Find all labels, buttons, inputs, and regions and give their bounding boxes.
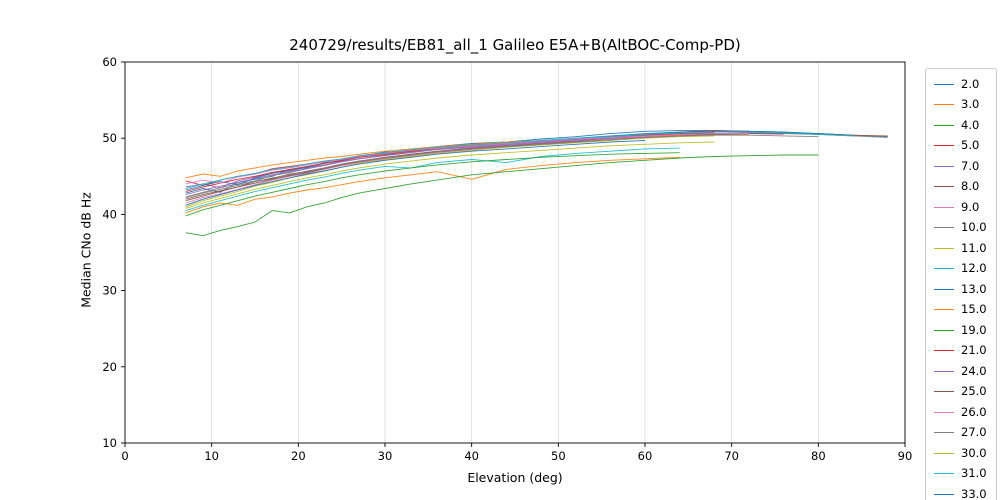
- legend-item: 21.0: [934, 341, 988, 362]
- x-tick-label: 30: [378, 449, 393, 463]
- legend-item: 5.0: [934, 136, 988, 157]
- legend-line-swatch: [934, 452, 954, 454]
- legend-label: 15.0: [961, 302, 987, 316]
- legend-item: 4.0: [934, 115, 988, 136]
- legend-item: 9.0: [934, 197, 988, 218]
- legend-label: 9.0: [961, 199, 980, 214]
- legend-line-swatch: [934, 247, 954, 249]
- x-tick-label: 70: [724, 449, 739, 463]
- legend-label: 12.0: [961, 261, 987, 275]
- x-tick-label: 80: [811, 449, 826, 463]
- legend-line-swatch: [934, 288, 954, 290]
- series-line-27.0: [185, 134, 819, 199]
- series-line-26.0: [185, 133, 749, 185]
- legend-line-swatch: [934, 104, 954, 106]
- legend-item: 15.0: [934, 300, 988, 321]
- legend-label: 27.0: [961, 425, 987, 439]
- y-tick-label: 50: [102, 131, 117, 145]
- legend-line-swatch: [934, 309, 954, 311]
- legend-item: 11.0: [934, 238, 988, 259]
- legend-item: 8.0: [934, 177, 988, 198]
- y-tick-label: 40: [102, 207, 117, 221]
- legend-item: 13.0: [934, 279, 988, 300]
- legend-item: 2.0: [934, 74, 988, 95]
- legend-line-swatch: [934, 83, 954, 85]
- legend-line-swatch: [934, 206, 954, 208]
- legend-label: 3.0: [961, 97, 980, 111]
- series-line-30.0: [185, 141, 715, 209]
- legend-label: 25.0: [961, 384, 987, 398]
- legend-label: 4.0: [961, 117, 980, 132]
- legend-line-swatch: [934, 165, 954, 167]
- series-line-11.0: [185, 135, 715, 208]
- legend-line-swatch: [934, 186, 954, 188]
- x-tick-label: 20: [291, 449, 306, 463]
- series-line-4.0: [185, 154, 819, 237]
- series-line-12.0: [185, 147, 680, 212]
- series-line-31.0: [185, 131, 854, 189]
- chart-title: 240729/results/EB81_all_1 Galileo E5A+B(…: [289, 36, 741, 54]
- legend-item: 10.0: [934, 218, 988, 239]
- legend-label: 13.0: [961, 281, 987, 296]
- legend-line-swatch: [934, 145, 954, 147]
- series-line-21.0: [185, 132, 715, 192]
- legend-item: 3.0: [934, 95, 988, 116]
- series-line-3.0: [185, 156, 680, 214]
- legend-line-swatch: [934, 227, 954, 229]
- legend-label: 5.0: [961, 138, 980, 152]
- legend-line-swatch: [934, 411, 954, 413]
- legend: 2.0 3.0 4.0 5.0 7.0 8.0 9.0 10.0 11.0 12.0 13.0 15.…: [925, 68, 997, 500]
- legend-line-swatch: [934, 350, 954, 352]
- legend-item: 25.0: [934, 382, 988, 403]
- legend-item: 33.0: [934, 484, 988, 500]
- legend-label: 11.0: [961, 240, 987, 255]
- x-tick-label: 40: [464, 449, 479, 463]
- legend-label: 21.0: [961, 343, 987, 357]
- legend-label: 30.0: [961, 445, 987, 460]
- legend-line-swatch: [934, 473, 954, 475]
- series-line-19.0: [185, 152, 680, 217]
- legend-item: 24.0: [934, 361, 988, 382]
- series-line-9.0: [185, 133, 784, 204]
- legend-label: 31.0: [961, 466, 987, 480]
- y-tick-label: 60: [102, 55, 117, 69]
- legend-label: 33.0: [961, 486, 987, 500]
- legend-label: 7.0: [961, 158, 980, 173]
- legend-item: 26.0: [934, 402, 988, 423]
- legend-line-swatch: [934, 493, 954, 495]
- legend-label: 19.0: [961, 322, 987, 337]
- legend-label: 24.0: [961, 363, 987, 378]
- y-tick-label: 20: [102, 360, 117, 374]
- legend-label: 8.0: [961, 179, 980, 193]
- x-tick-label: 90: [898, 449, 913, 463]
- legend-line-swatch: [934, 124, 954, 126]
- legend-line-swatch: [934, 268, 954, 270]
- legend-item: 12.0: [934, 259, 988, 280]
- legend-item: 7.0: [934, 156, 988, 177]
- legend-label: 2.0: [961, 76, 980, 91]
- x-tick-label: 0: [121, 449, 128, 463]
- y-tick-label: 10: [102, 436, 117, 450]
- legend-item: 30.0: [934, 443, 988, 464]
- legend-label: 10.0: [961, 220, 987, 234]
- x-tick-label: 10: [204, 449, 219, 463]
- legend-line-swatch: [934, 329, 954, 331]
- legend-label: 26.0: [961, 404, 987, 419]
- series-line-33.0: [185, 140, 646, 206]
- y-tick-label: 30: [102, 284, 117, 298]
- series-line-15.0: [185, 133, 749, 179]
- x-axis-label: Elevation (deg): [467, 470, 563, 485]
- x-tick-label: 60: [638, 449, 653, 463]
- axes-spines: [124, 61, 906, 444]
- legend-item: 27.0: [934, 423, 988, 444]
- x-tick-label: 50: [551, 449, 566, 463]
- legend-item: 31.0: [934, 464, 988, 485]
- legend-line-swatch: [934, 391, 954, 393]
- legend-item: 19.0: [934, 320, 988, 341]
- legend-line-swatch: [934, 432, 954, 434]
- legend-line-swatch: [934, 370, 954, 372]
